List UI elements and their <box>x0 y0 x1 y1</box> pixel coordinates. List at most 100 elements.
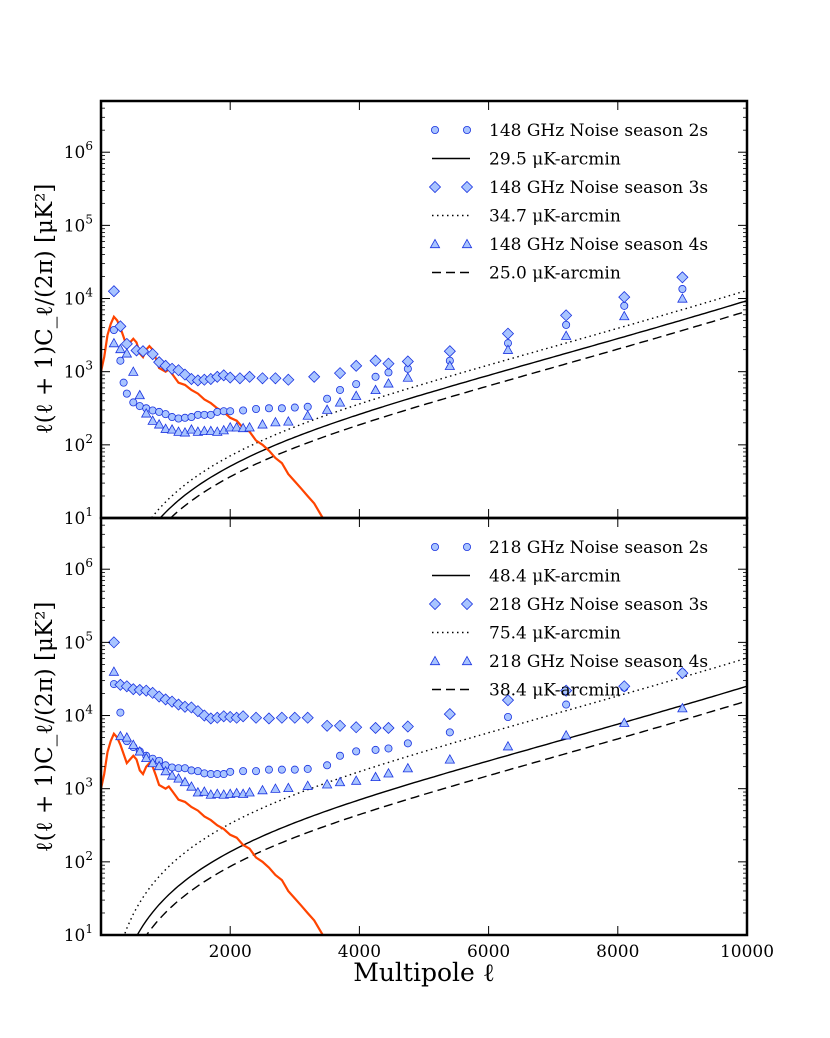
triangle-point <box>270 416 281 427</box>
circle-point <box>352 380 361 389</box>
bottom-panel: 101 102 103 104 105 106 2000 4000 6000 8000 10000… <box>32 516 774 987</box>
diamond-point <box>443 707 456 721</box>
diamond-point <box>224 371 237 384</box>
circle-point <box>200 769 209 778</box>
triangle-point <box>128 366 139 376</box>
bottom-plot-area <box>101 636 747 935</box>
x-axis-label: Multipole ℓ <box>353 958 495 987</box>
diamond-point <box>401 720 414 733</box>
circle-point <box>277 765 286 774</box>
diamond-point <box>249 711 263 724</box>
x-tick-label: 8000 <box>596 942 639 962</box>
noise-curve-dotted <box>150 289 747 518</box>
circle-point <box>562 320 571 329</box>
triangle-point <box>383 767 394 778</box>
triangle-point <box>186 424 197 434</box>
diamond-point <box>333 367 347 380</box>
circle-point <box>180 413 189 422</box>
bottom-y-tick-labels: 101 102 103 104 105 106 <box>64 556 94 946</box>
circle-point <box>168 763 177 772</box>
x-tick-label: 10000 <box>720 942 774 962</box>
circle-point <box>206 410 215 419</box>
diamond-point <box>501 694 515 707</box>
legend-marker-circle <box>462 543 471 552</box>
triangle-point <box>205 425 217 436</box>
circle-point <box>161 410 170 419</box>
triangle-point <box>283 782 294 793</box>
legend-label: 38.4 μK-arcmin <box>489 681 621 701</box>
legend-marker-triangle <box>429 238 441 249</box>
y-tick-label: 104 <box>64 703 94 727</box>
diamond-point <box>275 711 288 724</box>
triangle-point <box>257 418 268 429</box>
triangle-point <box>108 666 120 676</box>
triangle-point <box>160 765 171 776</box>
circle-point <box>187 766 196 775</box>
diamond-point <box>301 711 314 724</box>
diamond-point <box>308 370 321 383</box>
diamond-point <box>237 710 250 723</box>
triangle-point <box>444 753 456 764</box>
y-tick-label: 106 <box>64 556 93 580</box>
circle-point <box>148 406 157 415</box>
triangle-point <box>560 729 572 740</box>
triangle-point <box>160 423 171 433</box>
diamond-point <box>350 359 363 372</box>
noise-curve-dashed <box>169 310 747 518</box>
y-tick-label: 103 <box>64 776 93 800</box>
circle-point <box>226 407 235 416</box>
triangle-point <box>166 424 178 434</box>
triangle-point <box>121 732 133 742</box>
circle-point <box>122 389 131 398</box>
triangle-point <box>134 389 146 400</box>
circle-point <box>226 767 235 776</box>
triangle-point <box>302 410 313 420</box>
y-tick-label: 106 <box>64 139 93 163</box>
diamond-point <box>369 354 382 367</box>
circle-point <box>168 413 177 422</box>
triangle-point <box>257 784 268 795</box>
triangle-point <box>350 390 362 400</box>
triangle-point <box>302 780 313 790</box>
triangle-point <box>212 788 223 798</box>
y-tick-label: 101 <box>64 505 93 529</box>
triangle-point <box>334 776 346 787</box>
diamond-point <box>560 309 573 322</box>
triangle-point <box>179 776 191 787</box>
y-tick-label: 102 <box>64 849 93 873</box>
diamond-point <box>146 348 159 361</box>
legend-label: 148 GHz Noise season 2s <box>489 121 708 141</box>
circle-point <box>303 402 312 411</box>
circle-point <box>239 406 248 415</box>
triangle-point <box>283 416 294 426</box>
legend-marker-circle <box>430 126 439 135</box>
legend-label: 34.7 μK-arcmin <box>489 207 621 227</box>
legend-label: 25.0 μK-arcmin <box>489 264 621 284</box>
diamond-point <box>618 290 631 304</box>
triangle-point <box>199 786 210 796</box>
top-y-axis-label: ℓ(ℓ + 1)C_ℓ/(2π) [μK²] <box>32 184 58 435</box>
y-tick-label: 102 <box>64 432 93 456</box>
y-tick-label: 101 <box>64 922 93 946</box>
legend-marker-triangle <box>461 655 473 666</box>
triangle-point <box>618 717 630 727</box>
circle-point <box>371 372 380 381</box>
triangle-point <box>334 396 346 407</box>
triangle-point <box>444 360 456 370</box>
circle-point <box>678 285 687 294</box>
triangle-point <box>244 786 255 797</box>
top-plot-area <box>101 271 747 518</box>
diamond-point <box>321 719 334 732</box>
triangle-point <box>402 372 414 382</box>
triangle-point <box>244 421 255 432</box>
top-panel: 101 102 103 104 105 106 148 GHz Noise season … <box>32 99 749 529</box>
circle-point <box>352 747 361 756</box>
circle-point <box>371 745 380 754</box>
triangle-point <box>173 426 184 436</box>
diamond-point <box>256 372 269 385</box>
circle-point <box>277 404 286 413</box>
triangle-point <box>618 310 630 321</box>
triangle-point <box>153 760 165 771</box>
top-legend: 148 GHz Noise season 2s 29.5 μK-arcmin 148… <box>428 121 708 284</box>
circle-point <box>252 767 261 776</box>
